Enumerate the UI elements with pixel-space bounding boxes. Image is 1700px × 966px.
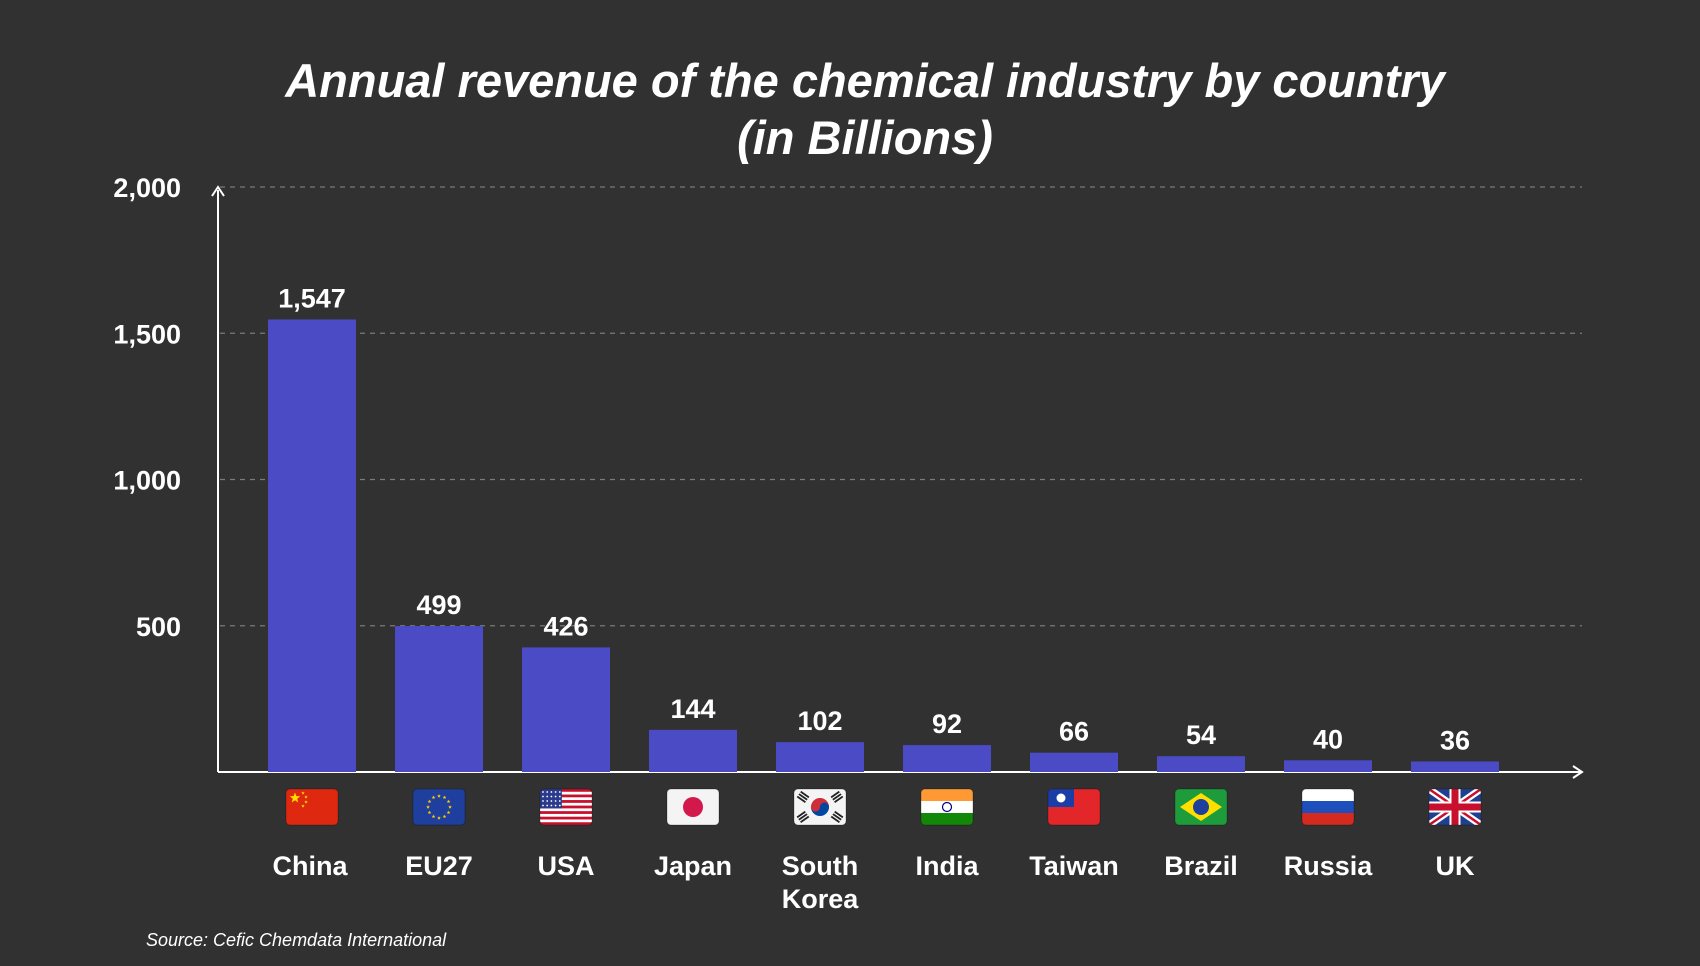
bar-eu27 [395, 626, 483, 772]
bar-uk [1411, 761, 1499, 772]
x-tick-label: Japan [654, 851, 732, 881]
chart-title: Annual revenue of the chemical industry … [0, 52, 1700, 166]
x-tick-label: EU27 [405, 851, 473, 881]
x-tick-label: Russia [1284, 851, 1374, 881]
bar-taiwan [1030, 752, 1118, 772]
x-tick-label: UK [1436, 851, 1475, 881]
x-tick-label: USA [537, 851, 594, 881]
data-label: 144 [670, 694, 715, 724]
x-tick-label: China [272, 851, 348, 881]
flag-taiwan-icon [1047, 788, 1101, 826]
x-tick-label: India [915, 851, 979, 881]
y-tick-label: 2,000 [113, 173, 181, 203]
bar-china [268, 319, 356, 772]
bar-japan [649, 729, 737, 772]
x-tick-label: South [782, 851, 858, 881]
data-label: 40 [1313, 724, 1343, 754]
x-tick-label: Brazil [1164, 851, 1238, 881]
flag-india-icon [920, 788, 974, 826]
x-tick-label: Taiwan [1029, 851, 1119, 881]
data-label: 1,547 [278, 284, 346, 314]
bar-brazil [1157, 756, 1245, 772]
data-label: 36 [1440, 725, 1470, 755]
y-tick-label: 1,500 [113, 319, 181, 349]
flag-south-korea-icon [793, 788, 847, 826]
bar-usa [522, 647, 610, 772]
data-label: 92 [932, 709, 962, 739]
y-tick-label: 500 [136, 612, 181, 642]
data-label: 66 [1059, 717, 1089, 747]
flag-brazil-icon [1174, 788, 1228, 826]
data-label: 426 [543, 611, 588, 641]
flag-china-icon [285, 788, 339, 826]
chart-title-line-1: Annual revenue of the chemical industry … [285, 54, 1445, 107]
bar-russia [1284, 760, 1372, 772]
x-tick-label: Korea [782, 884, 860, 914]
y-tick-label: 1,000 [113, 466, 181, 496]
x-axis-arrow [1572, 765, 1584, 779]
data-label: 102 [797, 706, 842, 736]
chart-title-line-2: (in Billions) [737, 111, 993, 164]
source-note: Source: Cefic Chemdata International [146, 930, 447, 950]
y-axis-arrow [211, 185, 225, 197]
flag-eu-icon [412, 788, 466, 826]
flag-uk-icon [1428, 788, 1482, 826]
bar-south-korea [776, 742, 864, 772]
data-label: 54 [1186, 720, 1216, 750]
flag-usa-icon [539, 788, 593, 826]
flag-japan-icon [666, 788, 720, 826]
bar-india [903, 745, 991, 772]
data-label: 499 [416, 590, 461, 620]
flag-russia-icon [1301, 788, 1355, 826]
